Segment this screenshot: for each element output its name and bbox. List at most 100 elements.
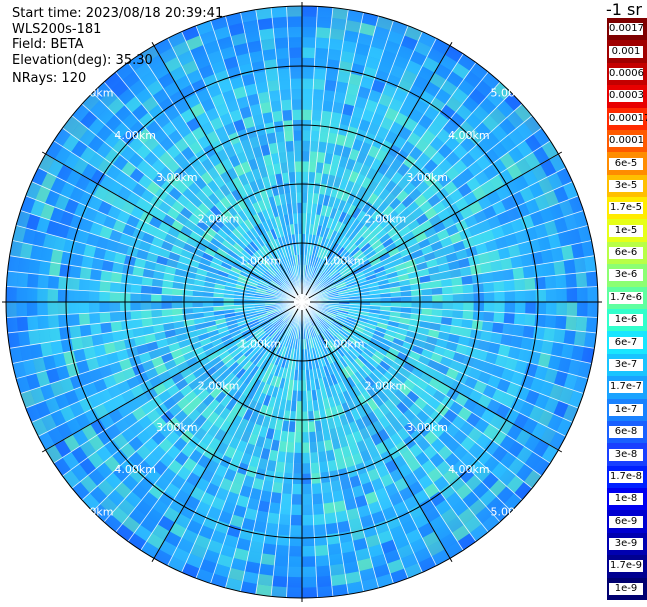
radar-gate-cell	[108, 408, 124, 424]
radar-gate-cell	[319, 320, 329, 330]
radar-gate-cell	[404, 562, 423, 579]
radar-gate-cell	[326, 364, 334, 376]
radar-gate-cell	[522, 325, 535, 339]
radar-gate-cell	[286, 6, 302, 17]
radar-gate-cell	[515, 385, 530, 402]
radar-gate-cell	[57, 302, 69, 315]
radar-gate-cell	[266, 362, 275, 374]
radar-gate-cell	[148, 483, 165, 500]
radar-gate-cell	[93, 378, 108, 393]
radar-gate-cell	[368, 357, 380, 369]
radar-gate-cell	[302, 525, 315, 536]
radar-gate-cell	[325, 69, 339, 82]
radar-gate-cell	[344, 497, 358, 511]
radar-gate-cell	[373, 330, 385, 339]
radar-gate-cell	[491, 445, 508, 463]
radar-gate-cell	[482, 423, 499, 440]
radar-gate-cell	[190, 544, 208, 560]
radar-gate-cell	[471, 358, 486, 371]
radar-gate-cell	[341, 367, 351, 379]
radar-gate-cell	[459, 327, 472, 338]
radar-gate-cell	[205, 482, 220, 497]
radar-gate-cell	[35, 400, 51, 419]
radar-gate-cell	[351, 485, 365, 498]
radar-gate-cell	[483, 281, 495, 293]
radar-gate-cell	[264, 350, 274, 362]
radar-gate-cell	[553, 260, 566, 276]
radar-gate-cell	[457, 507, 476, 525]
radar-gate-cell	[271, 586, 288, 598]
radar-gate-cell	[243, 373, 254, 386]
radar-gate-cell	[266, 308, 277, 314]
radar-gate-cell	[482, 472, 499, 490]
radar-gate-cell	[302, 576, 317, 588]
radar-gate-cell	[377, 529, 394, 545]
radar-gate-cell	[285, 452, 295, 464]
radar-gate-cell	[357, 354, 369, 365]
radar-gate-cell	[402, 361, 415, 373]
radar-gate-cell	[344, 321, 355, 329]
radar-gate-cell	[274, 555, 289, 567]
radar-gate-cell	[255, 357, 265, 368]
radar-gate-cell	[211, 496, 226, 511]
radar-gate-cell	[302, 566, 317, 578]
colorbar-tick-label: 1e-8	[609, 493, 643, 506]
radar-gate-cell	[506, 475, 524, 494]
radar-gate-cell	[544, 396, 560, 414]
colorbar-tick-label: 0.001	[609, 45, 643, 58]
radar-gate-cell	[234, 336, 245, 345]
radar-gate-cell	[351, 396, 362, 409]
radar-gate-cell	[176, 361, 190, 373]
radar-gate-cell	[302, 6, 318, 17]
radar-gate-cell	[233, 379, 244, 391]
radar-gate-cell	[293, 140, 302, 152]
radar-gate-cell	[265, 69, 279, 82]
radar-gate-cell	[235, 368, 247, 380]
radar-gate-cell	[253, 342, 264, 353]
radar-gate-cell	[278, 513, 291, 526]
radar-gate-cell	[226, 387, 238, 400]
radar-gate-cell	[529, 377, 545, 394]
radar-gate-cell	[38, 431, 55, 450]
radar-gate-cell	[231, 402, 243, 415]
radar-gate-cell	[327, 308, 338, 314]
radar-gate-cell	[278, 345, 286, 356]
radar-gate-cell	[315, 27, 331, 39]
radar-gate-cell	[440, 316, 453, 326]
radar-gate-cell	[559, 387, 574, 405]
radar-gate-cell	[280, 356, 288, 368]
radar-gate-cell	[231, 390, 243, 403]
radar-gate-cell	[249, 411, 260, 424]
radar-gate-cell	[238, 322, 250, 330]
radar-gate-cell	[320, 333, 328, 344]
radar-gate-cell	[161, 294, 172, 302]
radar-gate-cell	[342, 340, 353, 351]
radar-gate-cell	[513, 278, 526, 291]
radar-gate-cell	[527, 350, 541, 366]
radar-gate-cell	[302, 57, 315, 69]
radar-gate-cell	[284, 130, 294, 142]
radar-gate-cell	[481, 321, 494, 333]
radar-gate-cell	[104, 455, 121, 473]
radar-gate-cell	[510, 397, 526, 413]
radar-gate-cell	[231, 414, 243, 428]
radar-gate-cell	[343, 561, 360, 574]
radar-gate-cell	[198, 356, 211, 368]
radar-gate-cell	[314, 311, 324, 319]
radar-gate-cell	[378, 342, 391, 352]
radar-gate-cell	[403, 421, 417, 436]
radar-gate-cell	[265, 427, 275, 440]
radar-gate-cell	[278, 334, 286, 345]
radar-gate-cell	[342, 354, 352, 366]
radar-gate-cell	[225, 399, 237, 412]
radar-gate-cell	[371, 354, 383, 365]
radar-gate-cell	[460, 451, 476, 468]
radar-gate-cell	[258, 317, 269, 324]
radar-gate-cell	[335, 317, 346, 324]
radar-gate-cell	[445, 341, 458, 352]
radar-gate-cell	[367, 544, 384, 558]
radar-gate-cell	[99, 291, 110, 302]
radar-gate-cell	[134, 335, 147, 347]
radar-gate-cell	[322, 376, 330, 388]
radar-gate-cell	[316, 323, 324, 334]
